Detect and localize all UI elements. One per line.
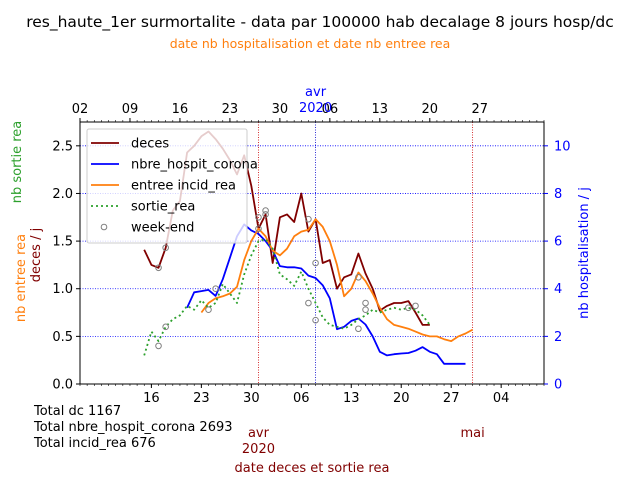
total-text: Total dc 1167	[33, 404, 121, 419]
x-top-tick-label: 20	[422, 102, 439, 117]
legend-marker-week-end	[100, 223, 108, 231]
x-bottom-tick-label: 13	[343, 391, 360, 406]
x-bottom-tick-label: 20	[393, 391, 410, 406]
x-top-tick-label: 02	[72, 102, 89, 117]
x-top-tick-label: 06	[322, 102, 339, 117]
total-text: Total incid_rea 676	[33, 436, 156, 451]
week-end-marker	[162, 244, 169, 252]
bottom-axis-label: date deces et sortie rea	[235, 461, 390, 476]
y-left-tick-label: 0.5	[52, 330, 73, 345]
x-bottom-tick-label: 04	[493, 391, 510, 406]
y-left-tick-label: 2.5	[52, 139, 73, 154]
week-end-marker	[355, 325, 362, 333]
x-top-tick-label: 30	[272, 102, 289, 117]
left-axis-label-entree: nb entree rea	[14, 234, 29, 322]
right-axis-label: nb hospitalisation / j	[577, 187, 592, 319]
week-end-marker	[312, 259, 319, 267]
y-left-tick-label: 1.5	[52, 235, 73, 250]
week-end-marker	[355, 273, 362, 281]
legend-label: week-end	[131, 221, 194, 236]
week-end-marker	[205, 306, 212, 313]
week-end-marker	[262, 207, 269, 214]
y-right-tick-label: 2	[554, 330, 562, 345]
y-left-tick-label: 2.0	[52, 187, 73, 202]
x-bottom-tick-label: 30	[243, 391, 260, 406]
left-axis-label-sortie: nb sortie rea	[10, 121, 25, 204]
y-left-tick-label: 1.0	[52, 282, 73, 297]
chart-title: res_haute_1er surmortalite - data par 10…	[26, 13, 614, 32]
x-top-tick-label: 16	[172, 102, 189, 117]
week-end-marker	[405, 304, 412, 312]
total-text: Total nbre_hospit_corona 2693	[33, 420, 233, 435]
week-end-marker	[212, 285, 219, 293]
x-bottom-tick-label: 23	[193, 391, 210, 406]
x-bottom-tick-label: 27	[443, 391, 460, 406]
y-right-tick-label: 10	[554, 139, 571, 154]
week-end-marker	[362, 299, 369, 307]
y-left-tick-label: 0.0	[52, 378, 73, 393]
week-end-marker	[262, 211, 269, 218]
legend-label: sortie_rea	[131, 200, 195, 215]
y-right-tick-label: 0	[554, 378, 562, 393]
y-right-tick-label: 4	[554, 282, 562, 297]
series-line-entree-incid-rea	[200, 218, 474, 343]
week-end-marker	[305, 215, 312, 223]
x-top-month-label: avr	[305, 85, 327, 100]
week-end-marker	[255, 225, 262, 233]
week-end-marker	[305, 299, 312, 307]
x-bottom-month-label: avr	[248, 426, 270, 441]
series-line-nbre-hospit-corona	[186, 223, 466, 365]
x-bottom-year-label: 2020	[242, 442, 275, 457]
week-end-marker	[255, 213, 262, 221]
week-end-marker	[162, 323, 169, 331]
week-end-marker	[412, 302, 419, 310]
x-top-tick-label: 13	[372, 102, 389, 117]
top-axis-label: date nb hospitalisation et date nb entre…	[170, 36, 451, 51]
legend-box	[86, 128, 248, 244]
week-end-marker	[312, 316, 319, 324]
x-top-tick-label: 09	[122, 102, 139, 117]
plot-frame	[79, 121, 545, 385]
week-end-marker	[155, 264, 162, 272]
week-end-marker	[155, 342, 162, 350]
y-right-tick-label: 8	[554, 187, 562, 202]
legend-label: deces	[131, 137, 169, 152]
x-bottom-tick-label: 16	[143, 391, 160, 406]
x-bottom-tick-label: 06	[293, 391, 310, 406]
y-right-tick-label: 6	[554, 235, 562, 250]
x-top-tick-label: 23	[222, 102, 239, 117]
legend-label: entree incid_rea	[131, 179, 236, 194]
x-top-tick-label: 27	[471, 102, 488, 117]
series-line-sortie-rea	[143, 238, 431, 356]
week-end-marker	[362, 306, 369, 313]
x-top-year-label: 2020	[299, 101, 332, 116]
left-axis-label-deces: deces / j	[29, 228, 44, 282]
legend-label: nbre_hospit_corona	[131, 158, 258, 173]
x-bottom-month-label: mai	[460, 426, 484, 441]
